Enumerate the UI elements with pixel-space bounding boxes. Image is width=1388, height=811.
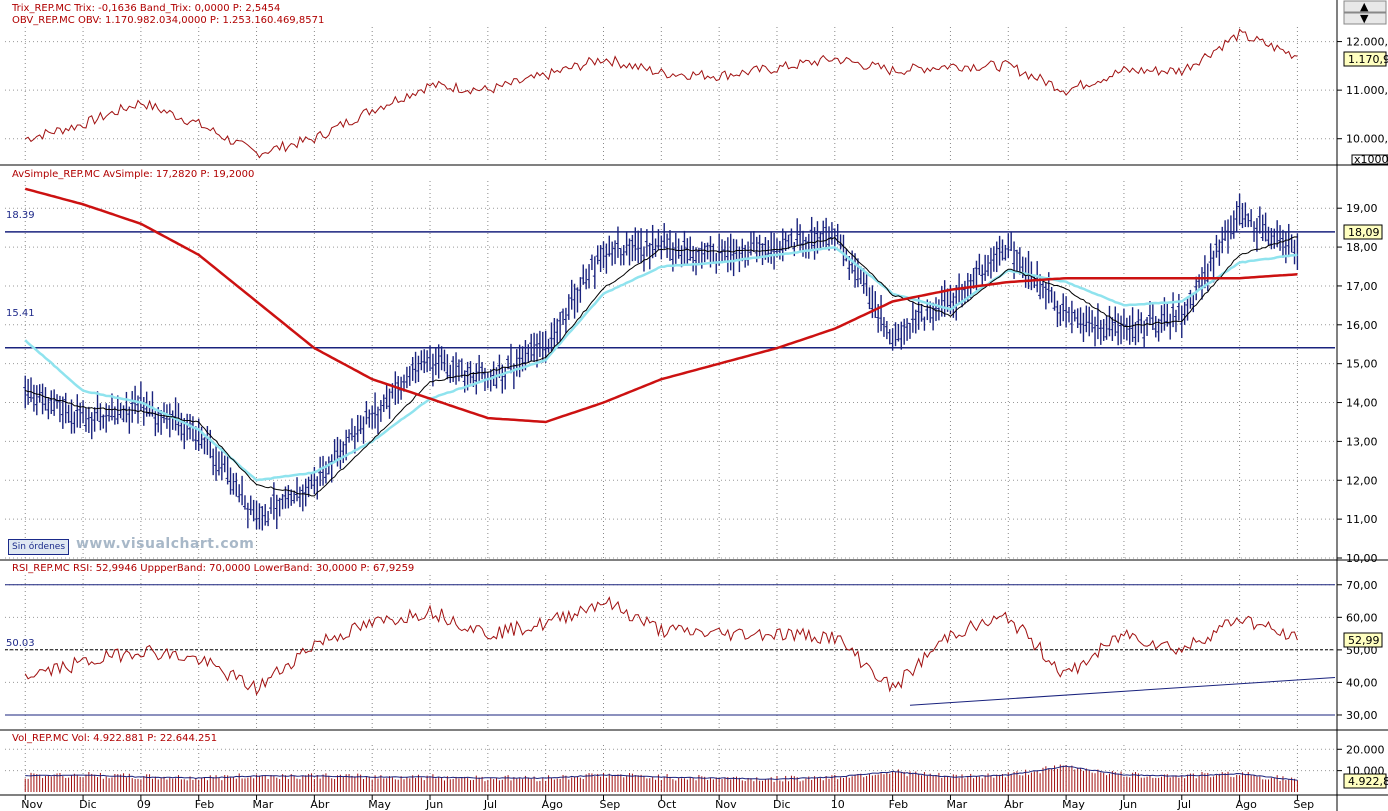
month-tick-label: Jun xyxy=(425,798,443,811)
month-tick-label: 10 xyxy=(831,798,845,811)
order-status-button[interactable]: Sin órdenes xyxy=(8,539,70,555)
price-tick-label: 17,00 xyxy=(1346,280,1378,293)
month-tick-label: Nov xyxy=(715,798,737,811)
rsi-value-badge: 52,99 xyxy=(1343,632,1383,648)
scale-note-text: x100000 xyxy=(1354,153,1388,166)
month-tick-label: Abr xyxy=(310,798,330,811)
volume-average-line xyxy=(25,765,1298,781)
price-tick-label: 14,00 xyxy=(1346,397,1378,410)
month-tick-label: May xyxy=(368,798,391,811)
price-tick-label: 11,00 xyxy=(1346,513,1378,526)
month-tick-label: Mar xyxy=(946,798,967,811)
rsi-line xyxy=(24,596,1298,696)
rsi-tick-label: 40,00 xyxy=(1346,676,1378,689)
month-tick-label: Sep xyxy=(1293,798,1314,811)
month-tick-label: Feb xyxy=(195,798,214,811)
month-tick-label: May xyxy=(1062,798,1085,811)
obv-title: OBV_REP.MC OBV: 1.170.982.034,0000 P: 1.… xyxy=(12,15,324,26)
trix-scale-note: x100000 xyxy=(1351,153,1388,166)
rsi-title: RSI_REP.MC RSI: 52,9946 UppperBand: 70,0… xyxy=(12,563,414,574)
month-tick-label: Jun xyxy=(1119,798,1137,811)
month-tick-label: Ago xyxy=(1236,798,1258,811)
upper-level-label: 18.39 xyxy=(6,210,35,221)
month-tick-label: Mar xyxy=(253,798,274,811)
month-tick-label: Nov xyxy=(21,798,43,811)
price-tick-label: 12,00 xyxy=(1346,474,1378,487)
month-tick-label: Sep xyxy=(600,798,621,811)
sma-cyan-line xyxy=(24,246,1298,482)
rsi-tick-label: 60,00 xyxy=(1346,611,1378,624)
month-tick-label: Dic xyxy=(773,798,791,811)
price-tick-label: 15,00 xyxy=(1346,358,1378,371)
price-tick-label: 10,00 xyxy=(1346,552,1378,565)
price-tick-label: 13,00 xyxy=(1346,435,1378,448)
price-title: AvSimple_REP.MC AvSimple: 17,2820 P: 19,… xyxy=(12,169,254,180)
rsi-support-line xyxy=(909,677,1336,706)
trix-tick-label: 11.000,0 xyxy=(1346,84,1388,97)
down-arrow-icon: ▼ xyxy=(1360,12,1369,25)
vol-tick-label: 20.000 xyxy=(1346,743,1385,756)
month-tick-label: Jul xyxy=(483,798,497,811)
sma-black-line xyxy=(25,236,1298,497)
month-tick-label: Oct xyxy=(657,798,677,811)
watermark: www.visualchart.com xyxy=(76,536,255,552)
vol-value-badge: 4.922,8 xyxy=(1343,773,1388,789)
month-tick-label: Dic xyxy=(79,798,97,811)
trix-badge-text: 1.170,9 xyxy=(1348,53,1388,66)
month-tick-label: Jul xyxy=(1177,798,1191,811)
scroll-up-button[interactable]: ▲ xyxy=(1343,0,1387,13)
month-tick-label: Abr xyxy=(1004,798,1024,811)
trix-value-badge: 1.170,9 xyxy=(1343,51,1388,67)
price-tick-label: 18,00 xyxy=(1346,241,1378,254)
up-arrow-icon: ▲ xyxy=(1360,0,1369,13)
series-layer xyxy=(5,28,1336,792)
month-tick-label: Feb xyxy=(889,798,908,811)
trix-title: Trix_REP.MC Trix: -0,1636 Band_Trix: 0,0… xyxy=(11,3,280,14)
trix-tick-label: 12.000,0 xyxy=(1346,36,1388,49)
lower-level-label: 15.41 xyxy=(6,308,35,319)
vol-title: Vol_REP.MC Vol: 4.922.881 P: 22.644.251 xyxy=(12,733,217,744)
rsi-tick-label: 30,00 xyxy=(1346,709,1378,722)
vol-badge-text: 4.922,8 xyxy=(1348,775,1388,788)
month-tick-label: Ago xyxy=(542,798,564,811)
price-tick-label: 16,00 xyxy=(1346,319,1378,332)
rsi-mid-level-label: 50.03 xyxy=(6,638,35,649)
scroll-down-button[interactable]: ▼ xyxy=(1343,12,1387,25)
obv-line xyxy=(24,28,1298,159)
price-badge-text: 18,09 xyxy=(1348,226,1380,239)
price-value-badge: 18,09 xyxy=(1343,224,1383,240)
trix-tick-label: 10.000,0 xyxy=(1346,133,1388,146)
price-tick-label: 19,00 xyxy=(1346,202,1378,215)
rsi-tick-label: 70,00 xyxy=(1346,579,1378,592)
axis-layer: Nov Dic 09 Feb Mar Abr May Jun Jul Ago Sep Oct Nov Di… xyxy=(21,36,1388,811)
month-tick-label: 09 xyxy=(137,798,151,811)
sma-red-line xyxy=(24,187,1298,424)
rsi-badge-text: 52,99 xyxy=(1348,634,1380,647)
